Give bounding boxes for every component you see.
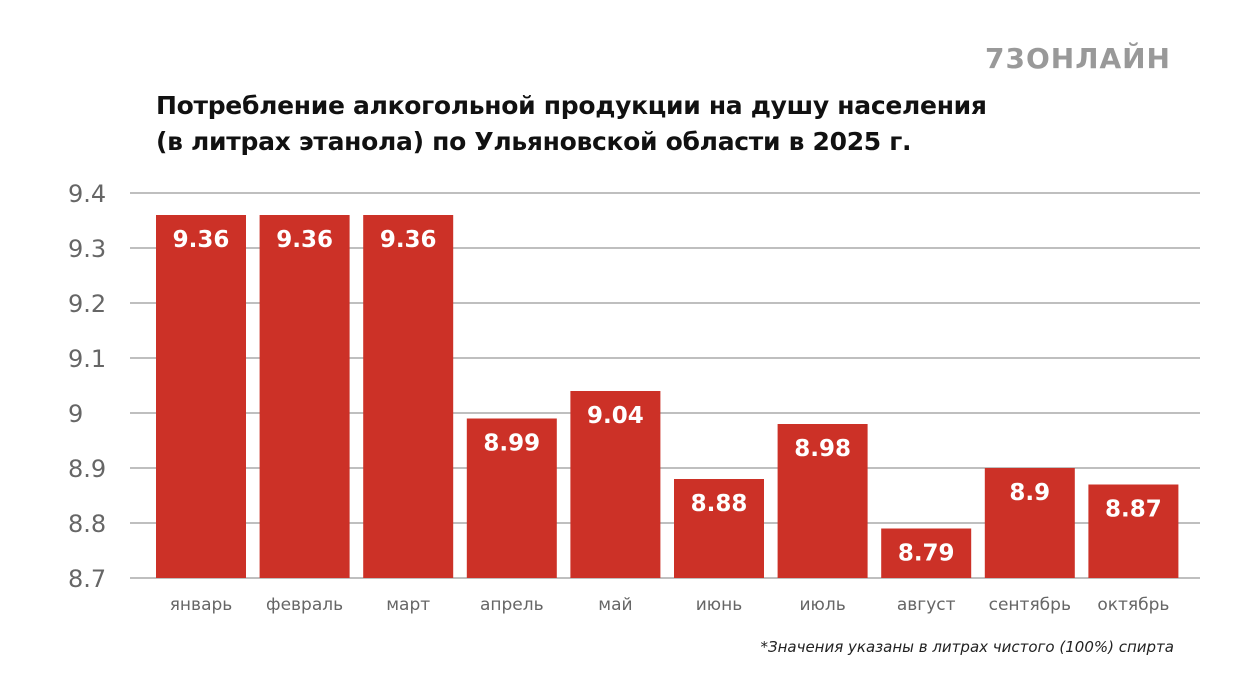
x-tick-label: май [598,595,632,615]
x-tick-label: июль [799,595,845,615]
y-tick-label: 8.8 [68,510,106,538]
y-tick-label: 9.4 [68,180,106,208]
title-line-1: Потребление алкогольной продукции на душ… [156,91,987,120]
bar [674,479,764,578]
data-label: 8.99 [483,431,540,457]
y-tick-label: 9.2 [68,290,106,318]
x-tick-label: февраль [266,595,343,615]
bar [259,215,350,578]
x-tick-label: сентябрь [989,595,1071,615]
y-tick-label: 8.7 [68,565,106,593]
y-tick-label: 9.3 [68,235,106,263]
y-tick-label: 9 [68,400,83,428]
data-label: 8.87 [1105,497,1162,523]
bar [156,215,246,578]
x-tick-label: август [897,595,956,615]
logo: 73ОНЛАЙН [985,42,1171,75]
bar [1088,484,1179,578]
title-line-2: (в литрах этанола) по Ульяновской област… [156,127,912,156]
data-label: 9.36 [173,227,230,253]
data-label: 9.36 [276,227,333,253]
data-label: 8.88 [691,491,748,517]
footnote: *Значения указаны в литрах чистого (100%… [760,638,1174,656]
x-tick-label: июнь [696,595,743,615]
data-label: 8.9 [1009,480,1050,506]
data-label: 9.36 [380,227,437,253]
bar [363,215,454,578]
bar [466,418,557,578]
x-tick-label: январь [170,595,233,615]
y-tick-label: 9.1 [68,345,106,373]
bar [570,391,661,578]
data-label: 9.04 [587,403,644,429]
bar [984,468,1075,578]
data-label: 8.79 [898,541,955,567]
bar [881,528,972,578]
x-tick-label: октябрь [1097,595,1169,615]
y-tick-label: 8.9 [68,455,106,483]
x-tick-label: апрель [480,595,544,615]
chart-title: Потребление алкогольной продукции на душ… [156,88,987,160]
bar [777,424,868,578]
data-label: 8.98 [794,436,851,462]
x-tick-label: март [386,595,430,615]
